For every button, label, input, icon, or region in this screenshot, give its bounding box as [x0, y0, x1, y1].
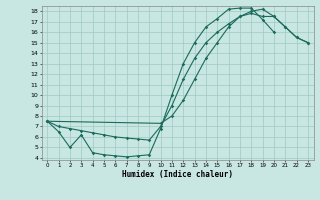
X-axis label: Humidex (Indice chaleur): Humidex (Indice chaleur)	[122, 170, 233, 179]
